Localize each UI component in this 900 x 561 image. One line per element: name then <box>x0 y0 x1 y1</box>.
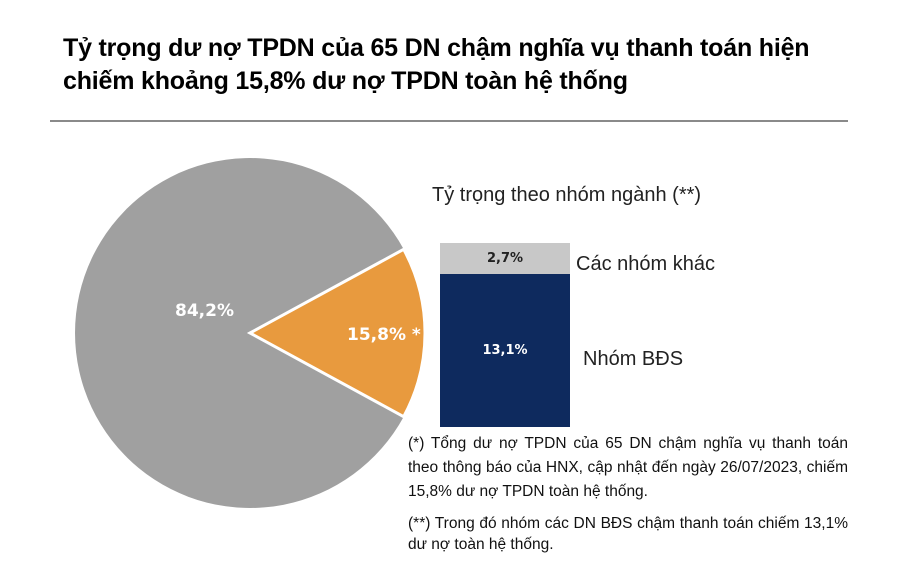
pie-slice-highlight <box>246 247 427 419</box>
footnote-2: (**) Trong đó nhóm các DN BĐS chậm thanh… <box>408 515 848 553</box>
bar-segment-other: 2,7% <box>440 243 570 274</box>
bar-value-bds: 13,1% <box>482 343 528 358</box>
breakdown-title: Tỷ trọng theo nhóm ngành (**) <box>432 184 702 206</box>
pie-label-highlight: 15,8% * <box>347 325 421 345</box>
title-divider <box>50 120 848 122</box>
footnote-1: (*) Tổng dư nợ TPDN của 65 DN chậm nghĩa… <box>408 435 848 500</box>
bar-value-other: 2,7% <box>486 251 524 266</box>
page-title: Tỷ trọng dư nợ TPDN của 65 DN chậm nghĩa… <box>63 34 810 95</box>
pie-slice-main <box>75 158 404 509</box>
bar-segment-bds: 13,1% <box>440 274 570 427</box>
legend-other: Các nhóm khác <box>576 253 715 275</box>
pie-label-main: 84,2% <box>175 301 234 321</box>
legend-bds: Nhóm BĐS <box>583 348 684 370</box>
